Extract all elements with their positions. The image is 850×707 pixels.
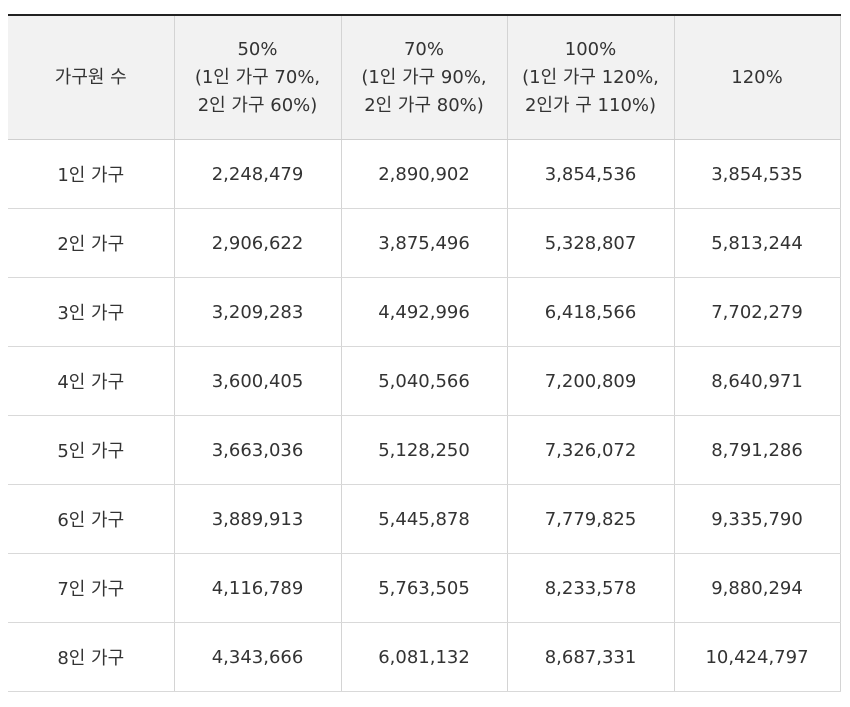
cell-70-percent: 3,875,496 (341, 208, 508, 278)
header-50-percent: 50% (1인 가구 70%, 2인 가구 60%) (174, 15, 342, 140)
header-line: 2인가 구 110%) (524, 94, 657, 116)
cell-120-percent: 5,813,244 (674, 208, 841, 278)
cell-120-percent: 10,424,797 (674, 622, 841, 692)
cell-50-percent: 2,248,479 (174, 139, 342, 209)
cell-100-percent: 7,779,825 (507, 484, 675, 554)
table-body: 1인 가구 2,248,479 2,890,902 3,854,536 3,85… (8, 139, 841, 692)
cell-120-percent: 7,702,279 (674, 277, 841, 347)
cell-50-percent: 3,663,036 (174, 415, 342, 485)
cell-50-percent: 2,906,622 (174, 208, 342, 278)
header-line: 70% (403, 38, 444, 60)
table-row: 3인 가구 3,209,283 4,492,996 6,418,566 7,70… (8, 277, 841, 347)
cell-120-percent: 8,640,971 (674, 346, 841, 416)
cell-50-percent: 3,209,283 (174, 277, 342, 347)
cell-70-percent: 5,040,566 (341, 346, 508, 416)
cell-100-percent: 7,326,072 (507, 415, 675, 485)
cell-100-percent: 6,418,566 (507, 277, 675, 347)
cell-70-percent: 4,492,996 (341, 277, 508, 347)
cell-70-percent: 5,763,505 (341, 553, 508, 623)
header-row: 가구원 수 50% (1인 가구 70%, 2인 가구 60%) 70% (1인… (8, 15, 841, 140)
cell-household-size: 2인 가구 (8, 208, 175, 278)
cell-100-percent: 5,328,807 (507, 208, 675, 278)
cell-household-size: 7인 가구 (8, 553, 175, 623)
cell-120-percent: 8,791,286 (674, 415, 841, 485)
cell-household-size: 1인 가구 (8, 139, 175, 209)
cell-100-percent: 7,200,809 (507, 346, 675, 416)
table-row: 8인 가구 4,343,666 6,081,132 8,687,331 10,4… (8, 622, 841, 692)
cell-100-percent: 8,687,331 (507, 622, 675, 692)
cell-120-percent: 9,880,294 (674, 553, 841, 623)
table-row: 7인 가구 4,116,789 5,763,505 8,233,578 9,88… (8, 553, 841, 623)
cell-50-percent: 4,343,666 (174, 622, 342, 692)
table-row: 6인 가구 3,889,913 5,445,878 7,779,825 9,33… (8, 484, 841, 554)
income-table-container: 가구원 수 50% (1인 가구 70%, 2인 가구 60%) 70% (1인… (8, 14, 841, 692)
table-row: 4인 가구 3,600,405 5,040,566 7,200,809 8,64… (8, 346, 841, 416)
cell-70-percent: 5,445,878 (341, 484, 508, 554)
cell-100-percent: 3,854,536 (507, 139, 675, 209)
header-120-percent: 120% (674, 15, 841, 140)
cell-120-percent: 3,854,535 (674, 139, 841, 209)
table-row: 5인 가구 3,663,036 5,128,250 7,326,072 8,79… (8, 415, 841, 485)
cell-120-percent: 9,335,790 (674, 484, 841, 554)
cell-50-percent: 4,116,789 (174, 553, 342, 623)
cell-household-size: 4인 가구 (8, 346, 175, 416)
cell-100-percent: 8,233,578 (507, 553, 675, 623)
cell-household-size: 6인 가구 (8, 484, 175, 554)
header-line: (1인 가구 120%, (522, 66, 659, 88)
cell-household-size: 5인 가구 (8, 415, 175, 485)
header-line: 가구원 수 (54, 66, 127, 88)
cell-household-size: 3인 가구 (8, 277, 175, 347)
cell-70-percent: 5,128,250 (341, 415, 508, 485)
cell-household-size: 8인 가구 (8, 622, 175, 692)
header-line: 100% (564, 38, 617, 60)
cell-70-percent: 2,890,902 (341, 139, 508, 209)
header-household-size: 가구원 수 (8, 15, 175, 140)
table-row: 1인 가구 2,248,479 2,890,902 3,854,536 3,85… (8, 139, 841, 209)
header-line: 120% (731, 66, 783, 88)
cell-50-percent: 3,889,913 (174, 484, 342, 554)
table-row: 2인 가구 2,906,622 3,875,496 5,328,807 5,81… (8, 208, 841, 278)
income-table: 가구원 수 50% (1인 가구 70%, 2인 가구 60%) 70% (1인… (8, 14, 841, 692)
header-100-percent: 100% (1인 가구 120%, 2인가 구 110%) (507, 15, 675, 140)
table-header: 가구원 수 50% (1인 가구 70%, 2인 가구 60%) 70% (1인… (8, 15, 841, 140)
header-line: (1인 가구 70%, (194, 66, 321, 88)
header-line: 2인 가구 60%) (197, 94, 318, 116)
cell-50-percent: 3,600,405 (174, 346, 342, 416)
header-line: 50% (237, 38, 278, 60)
header-line: 2인 가구 80%) (364, 94, 484, 116)
cell-70-percent: 6,081,132 (341, 622, 508, 692)
header-70-percent: 70% (1인 가구 90%, 2인 가구 80%) (341, 15, 508, 140)
header-line: (1인 가구 90%, (361, 66, 487, 88)
